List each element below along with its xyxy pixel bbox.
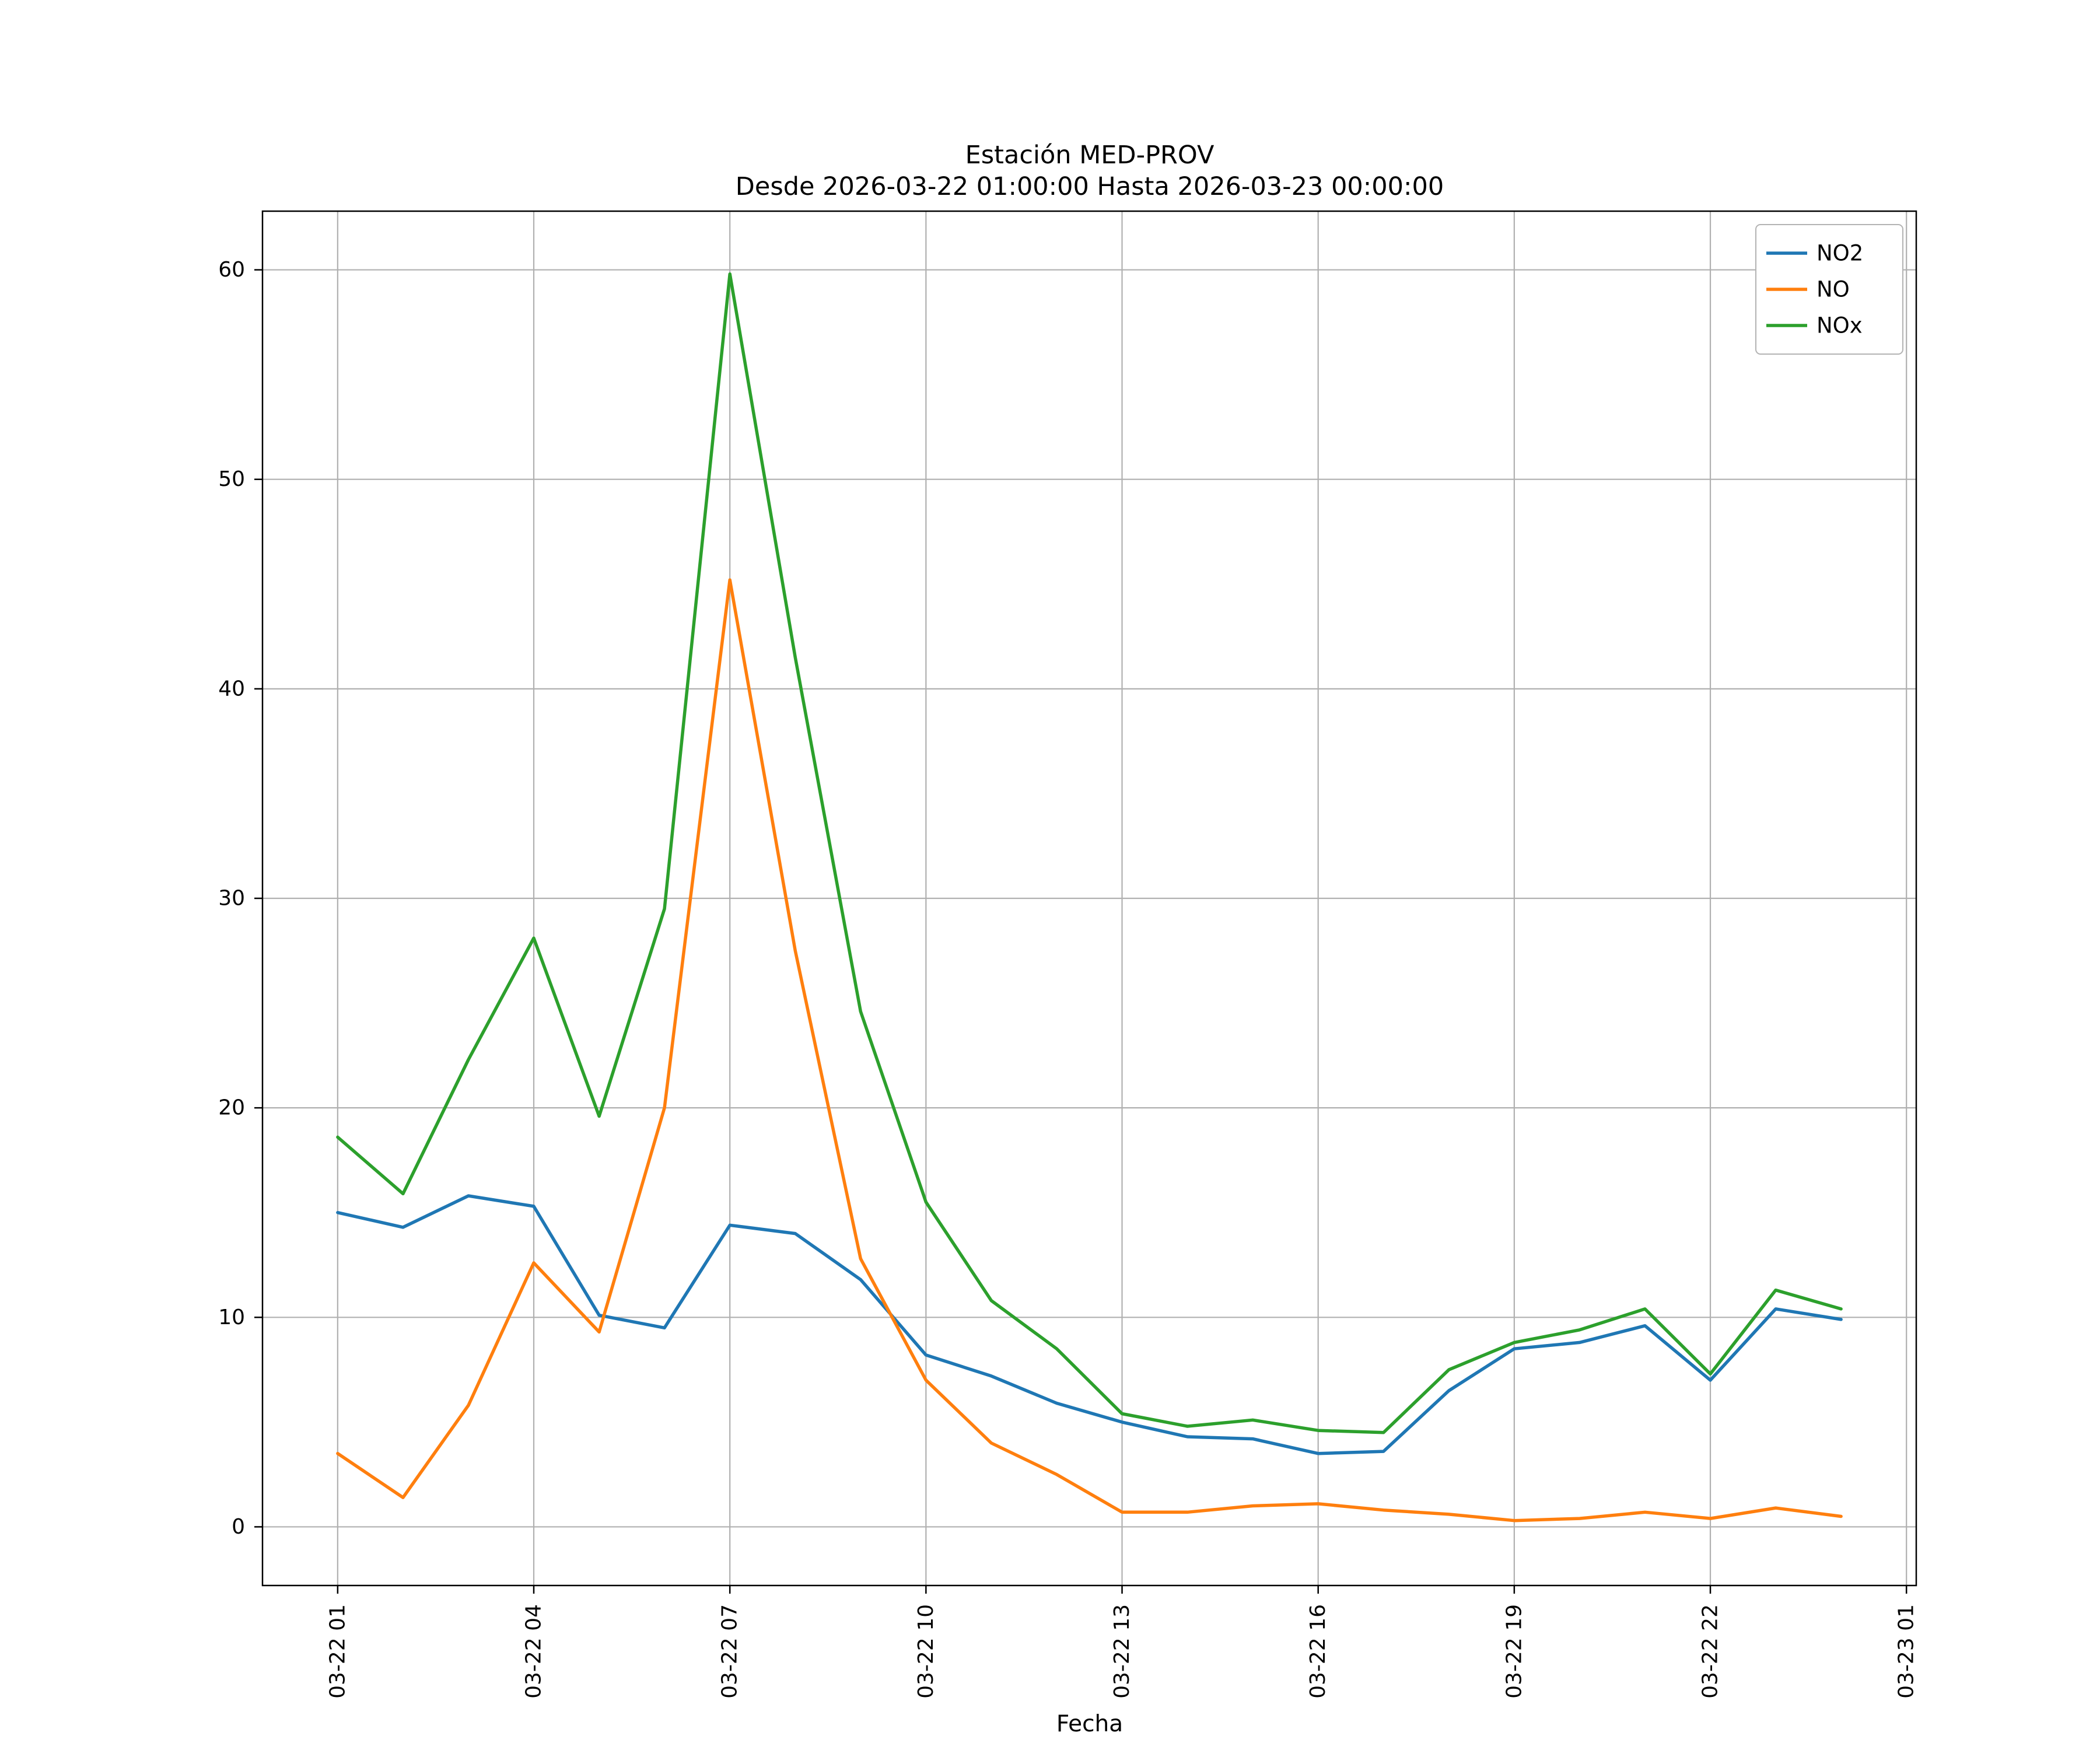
series-line-NO <box>336 578 1843 1522</box>
chart-title-line2: Desde 2026-03-22 01:00:00 Hasta 2026-03-… <box>736 172 1444 201</box>
y-tick-label: 30 <box>218 887 245 911</box>
legend-label-NO: NO <box>1817 277 1850 302</box>
y-tick-label: 60 <box>218 258 245 282</box>
x-tick-label: 03-22 07 <box>718 1604 742 1699</box>
x-tick-label: 03-22 01 <box>326 1604 349 1699</box>
x-tick-label: 03-22 04 <box>522 1604 546 1699</box>
legend-label-NO2: NO2 <box>1817 241 1863 266</box>
x-tick-label: 03-22 13 <box>1110 1604 1134 1699</box>
x-tick-label: 03-22 19 <box>1502 1604 1526 1699</box>
y-tick-label: 20 <box>218 1096 245 1120</box>
plot-area: 0 10 20 30 40 50 60 03-22 01 03-22 04 03-22 07 03-… <box>218 210 1919 1699</box>
y-tick-label: 40 <box>218 677 245 701</box>
x-tick-label: 03-22 22 <box>1699 1604 1723 1699</box>
x-tick-label: 03-22 10 <box>914 1604 938 1699</box>
y-tick-label: 50 <box>218 467 245 491</box>
series-line-NO2 <box>336 1194 1843 1455</box>
x-tick-label: 03-23 01 <box>1895 1604 1919 1699</box>
y-tick-label: 0 <box>232 1515 245 1539</box>
legend-label-NOx: NOx <box>1817 313 1863 338</box>
x-tick-label: 03-22 16 <box>1306 1604 1330 1699</box>
chart-title-line1: Estación MED-PROV <box>965 141 1214 170</box>
y-tick-label: 10 <box>218 1306 245 1329</box>
x-axis-label: Fecha <box>1056 1711 1123 1737</box>
legend <box>1755 224 1903 355</box>
series-line-NOx <box>336 272 1843 1434</box>
